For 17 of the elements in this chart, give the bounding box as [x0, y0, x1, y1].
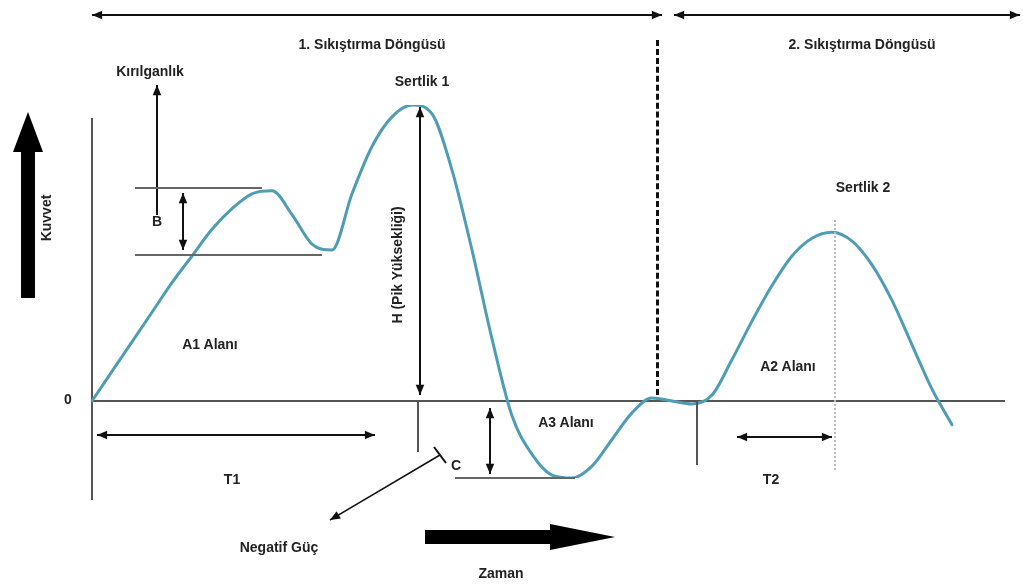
y-axis-title: Kuvvet	[37, 194, 54, 242]
annotation: T2	[762, 470, 780, 487]
annotation: H (Pik Yüksekliği)	[388, 206, 405, 324]
text: 2. Sıkıştırma Döngüsü	[788, 35, 936, 52]
annotation: T1	[223, 470, 241, 487]
annotation: A3 Alanı	[538, 413, 594, 430]
text: Negatif Güç	[239, 538, 319, 555]
annotation: A1 Alanı	[182, 335, 238, 352]
text: Sertlik 1	[394, 72, 450, 89]
annotation: C	[450, 456, 462, 473]
text: 0	[64, 390, 73, 407]
annotation: Sertlik 2	[835, 178, 891, 195]
text: Zaman	[478, 564, 524, 581]
text: Kırılganlık	[116, 62, 185, 79]
annotation: B	[151, 212, 163, 229]
text: 1. Sıkıştırma Döngüsü	[298, 35, 446, 52]
annotation: A2 Alanı	[760, 357, 816, 374]
